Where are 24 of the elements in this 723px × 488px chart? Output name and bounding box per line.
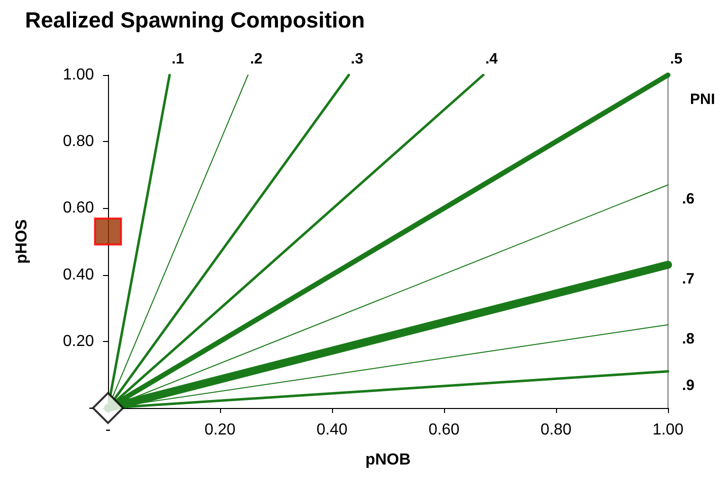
- series-label: .2: [250, 50, 263, 68]
- chart-title: Realized Spawning Composition: [25, 8, 365, 32]
- x-tick-label: 0.80: [540, 422, 572, 438]
- x-axis-title: pNOB: [365, 452, 411, 468]
- x-tick-label: -: [105, 422, 111, 438]
- y-axis-title: pHOS: [14, 218, 30, 264]
- y-tick-label: 0.40: [62, 266, 94, 284]
- series-label: .5: [670, 50, 683, 68]
- series-label: .1: [172, 50, 184, 68]
- x-tick-label: 0.60: [428, 422, 460, 438]
- y-tick-label: 1.00: [62, 66, 94, 84]
- series-label: .4: [485, 50, 498, 68]
- series-label: .6: [682, 190, 695, 208]
- y-tick-label: 0.60: [62, 200, 94, 217]
- series-label: .9: [682, 376, 695, 394]
- x-tick-label: 0.20: [204, 422, 236, 438]
- text: PNI: [690, 91, 716, 108]
- y-tick-label: 0.20: [62, 332, 94, 350]
- series-label: .3: [350, 50, 364, 68]
- x-tick-label: 1.00: [652, 422, 684, 438]
- y-tick-label: 0.80: [62, 133, 94, 150]
- series-label: .8: [682, 330, 695, 348]
- series-label: .7: [682, 270, 695, 288]
- x-tick-label: 0.40: [316, 422, 348, 438]
